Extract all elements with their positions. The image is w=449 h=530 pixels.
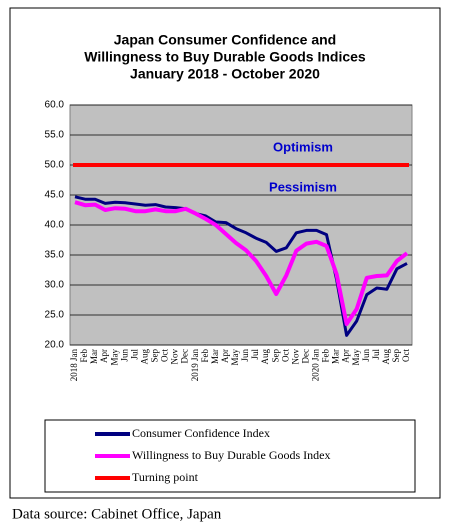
y-tick-label: 60.0 [45,100,65,111]
x-tick-label: Nov [290,349,300,365]
x-tick-label: Feb [321,349,331,363]
x-tick-label: Jun [119,349,129,362]
chart-title: January 2018 - October 2020 [130,66,320,82]
x-tick-label: Aug [381,349,391,365]
chart-title: Willingness to Buy Durable Goods Indices [84,49,366,65]
x-tick-label: Mar [331,349,341,364]
legend-label: Turning point [132,470,199,484]
x-tick-label: Apr [220,349,230,363]
series-line [74,195,408,337]
x-tick-label: Oct [401,349,411,362]
y-tick-label: 55.0 [45,130,65,141]
y-tick-label: 40.0 [45,220,65,231]
x-tick-label: Dec [300,349,310,364]
x-tick-label: Oct [280,349,290,362]
x-tick-label: Oct [160,349,170,362]
x-tick-label: 2020 Jan [311,349,321,382]
x-tick-label: Jun [240,349,250,362]
x-tick-label: Feb [200,349,210,363]
x-tick-label: Sep [150,349,160,363]
legend-label: Consumer Confidence Index [132,426,270,440]
x-tick-label: May [351,349,361,366]
x-tick-label: Sep [391,349,401,363]
source: Data source: Cabinet Office, Japan [12,506,222,522]
x-tick-label: Aug [260,349,270,365]
x-tick-label: May [230,349,240,366]
x-tick-label: Nov [170,349,180,365]
x-tick-label: Sep [270,349,280,363]
annotation: Pessimism [269,179,337,194]
y-tick-label: 50.0 [45,160,65,171]
y-tick-label: 25.0 [45,310,65,321]
series-line [74,200,409,326]
x-tick-label: Dec [180,349,190,364]
x-tick-label: Mar [89,349,99,364]
x-tick-label: May [109,349,119,366]
x-tick-label: Apr [99,349,109,363]
chart-title: Japan Consumer Confidence and [114,32,336,48]
y-tick-label: 30.0 [45,280,65,291]
x-tick-label: Jun [361,349,371,362]
x-tick-label: Jul [250,349,260,360]
x-tick-label: 2019 Jan [190,349,200,382]
y-tick-label: 45.0 [45,190,65,201]
x-tick-label: 2018 Jan [69,349,79,382]
y-tick-label: 35.0 [45,250,65,261]
annotation: Optimism [273,139,333,154]
x-tick-label: Aug [139,349,149,365]
x-tick-label: Apr [341,349,351,363]
legend-label: Willingness to Buy Durable Goods Index [132,448,331,462]
x-tick-label: Jul [371,349,381,360]
x-tick-label: Jul [129,349,139,360]
x-tick-label: Mar [210,349,220,364]
y-tick-label: 20.0 [45,340,65,351]
x-tick-label: Feb [79,349,89,363]
